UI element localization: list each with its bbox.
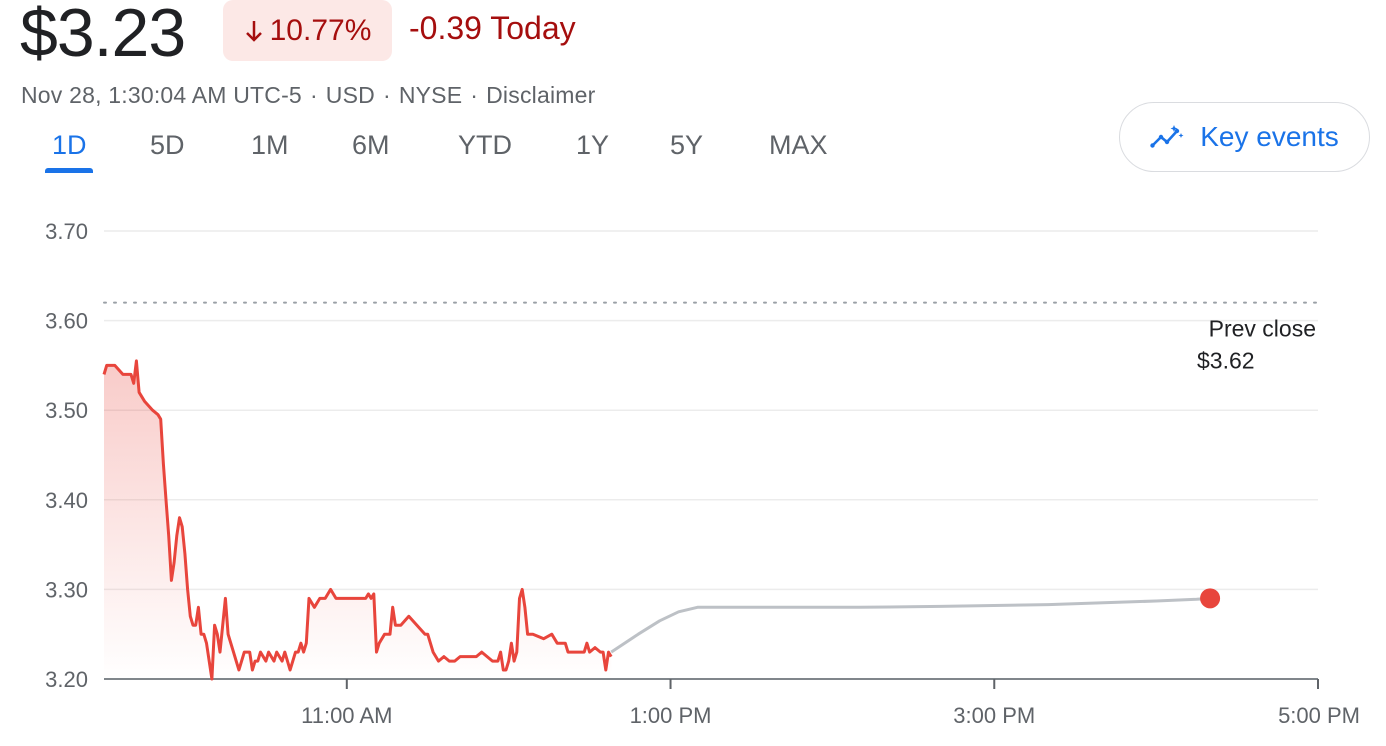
prev-close-value: $3.62 <box>1197 348 1255 374</box>
tab-ytd[interactable]: YTD <box>458 130 512 160</box>
prev-close-label: Prev close <box>1209 316 1316 342</box>
y-tick-label: 3.60 <box>45 309 88 334</box>
tab-1d[interactable]: 1D <box>52 130 87 160</box>
tab-6m[interactable]: 6M <box>352 130 390 160</box>
y-tick-label: 3.50 <box>45 398 88 423</box>
tab-5d[interactable]: 5D <box>150 130 185 160</box>
timestamp: Nov 28, 1:30:04 AM UTC-5 <box>21 82 302 108</box>
y-tick-label: 3.20 <box>45 667 88 692</box>
exchange: NYSE <box>398 82 463 108</box>
x-axis: 11:00 AM 1:00 PM 3:00 PM 5:00 PM <box>104 678 1360 728</box>
key-events-button[interactable]: Key events <box>1119 102 1370 172</box>
after-hours-line <box>610 596 1211 654</box>
disclaimer-link[interactable]: Disclaimer <box>486 82 596 108</box>
current-price: $3.23 <box>20 0 186 71</box>
prev-close-marker: Prev close $3.62 <box>103 301 1319 374</box>
key-events-label: Key events <box>1200 121 1339 152</box>
x-tick-label: 1:00 PM <box>630 703 712 728</box>
x-tick-label: 3:00 PM <box>953 703 1035 728</box>
x-tick-label: 5:00 PM <box>1278 703 1360 728</box>
tab-5y[interactable]: 5Y <box>670 130 704 160</box>
y-tick-label: 3.70 <box>45 219 88 244</box>
tab-1y[interactable]: 1Y <box>576 130 610 160</box>
tab-1m[interactable]: 1M <box>251 130 289 160</box>
percent-change-value: 10.77% <box>269 13 372 47</box>
percent-change-badge: 10.77% <box>223 0 392 61</box>
y-tick-label: 3.30 <box>45 577 88 602</box>
currency: USD <box>325 82 375 108</box>
insights-sparkle-icon <box>1150 125 1184 148</box>
tab-max[interactable]: MAX <box>769 130 828 160</box>
separator: · <box>309 82 318 108</box>
separator: · <box>470 82 479 108</box>
y-tick-label: 3.40 <box>45 488 88 513</box>
last-price-dot[interactable] <box>1200 588 1221 609</box>
change-today: -0.39 Today <box>409 10 576 46</box>
separator: · <box>382 82 391 108</box>
price-area-fill <box>104 360 612 679</box>
arrow-down-icon <box>245 20 262 42</box>
y-axis-labels: 3.70 3.60 3.50 3.40 3.30 3.20 <box>45 219 88 692</box>
active-tab-indicator <box>45 168 93 173</box>
grid-lines <box>104 230 1318 591</box>
x-tick-label: 11:00 AM <box>301 703 392 728</box>
price-line <box>102 359 613 681</box>
quote-meta: Nov 28, 1:30:04 AM UTC-5 · USD · NYSE · Discla… <box>21 82 595 109</box>
